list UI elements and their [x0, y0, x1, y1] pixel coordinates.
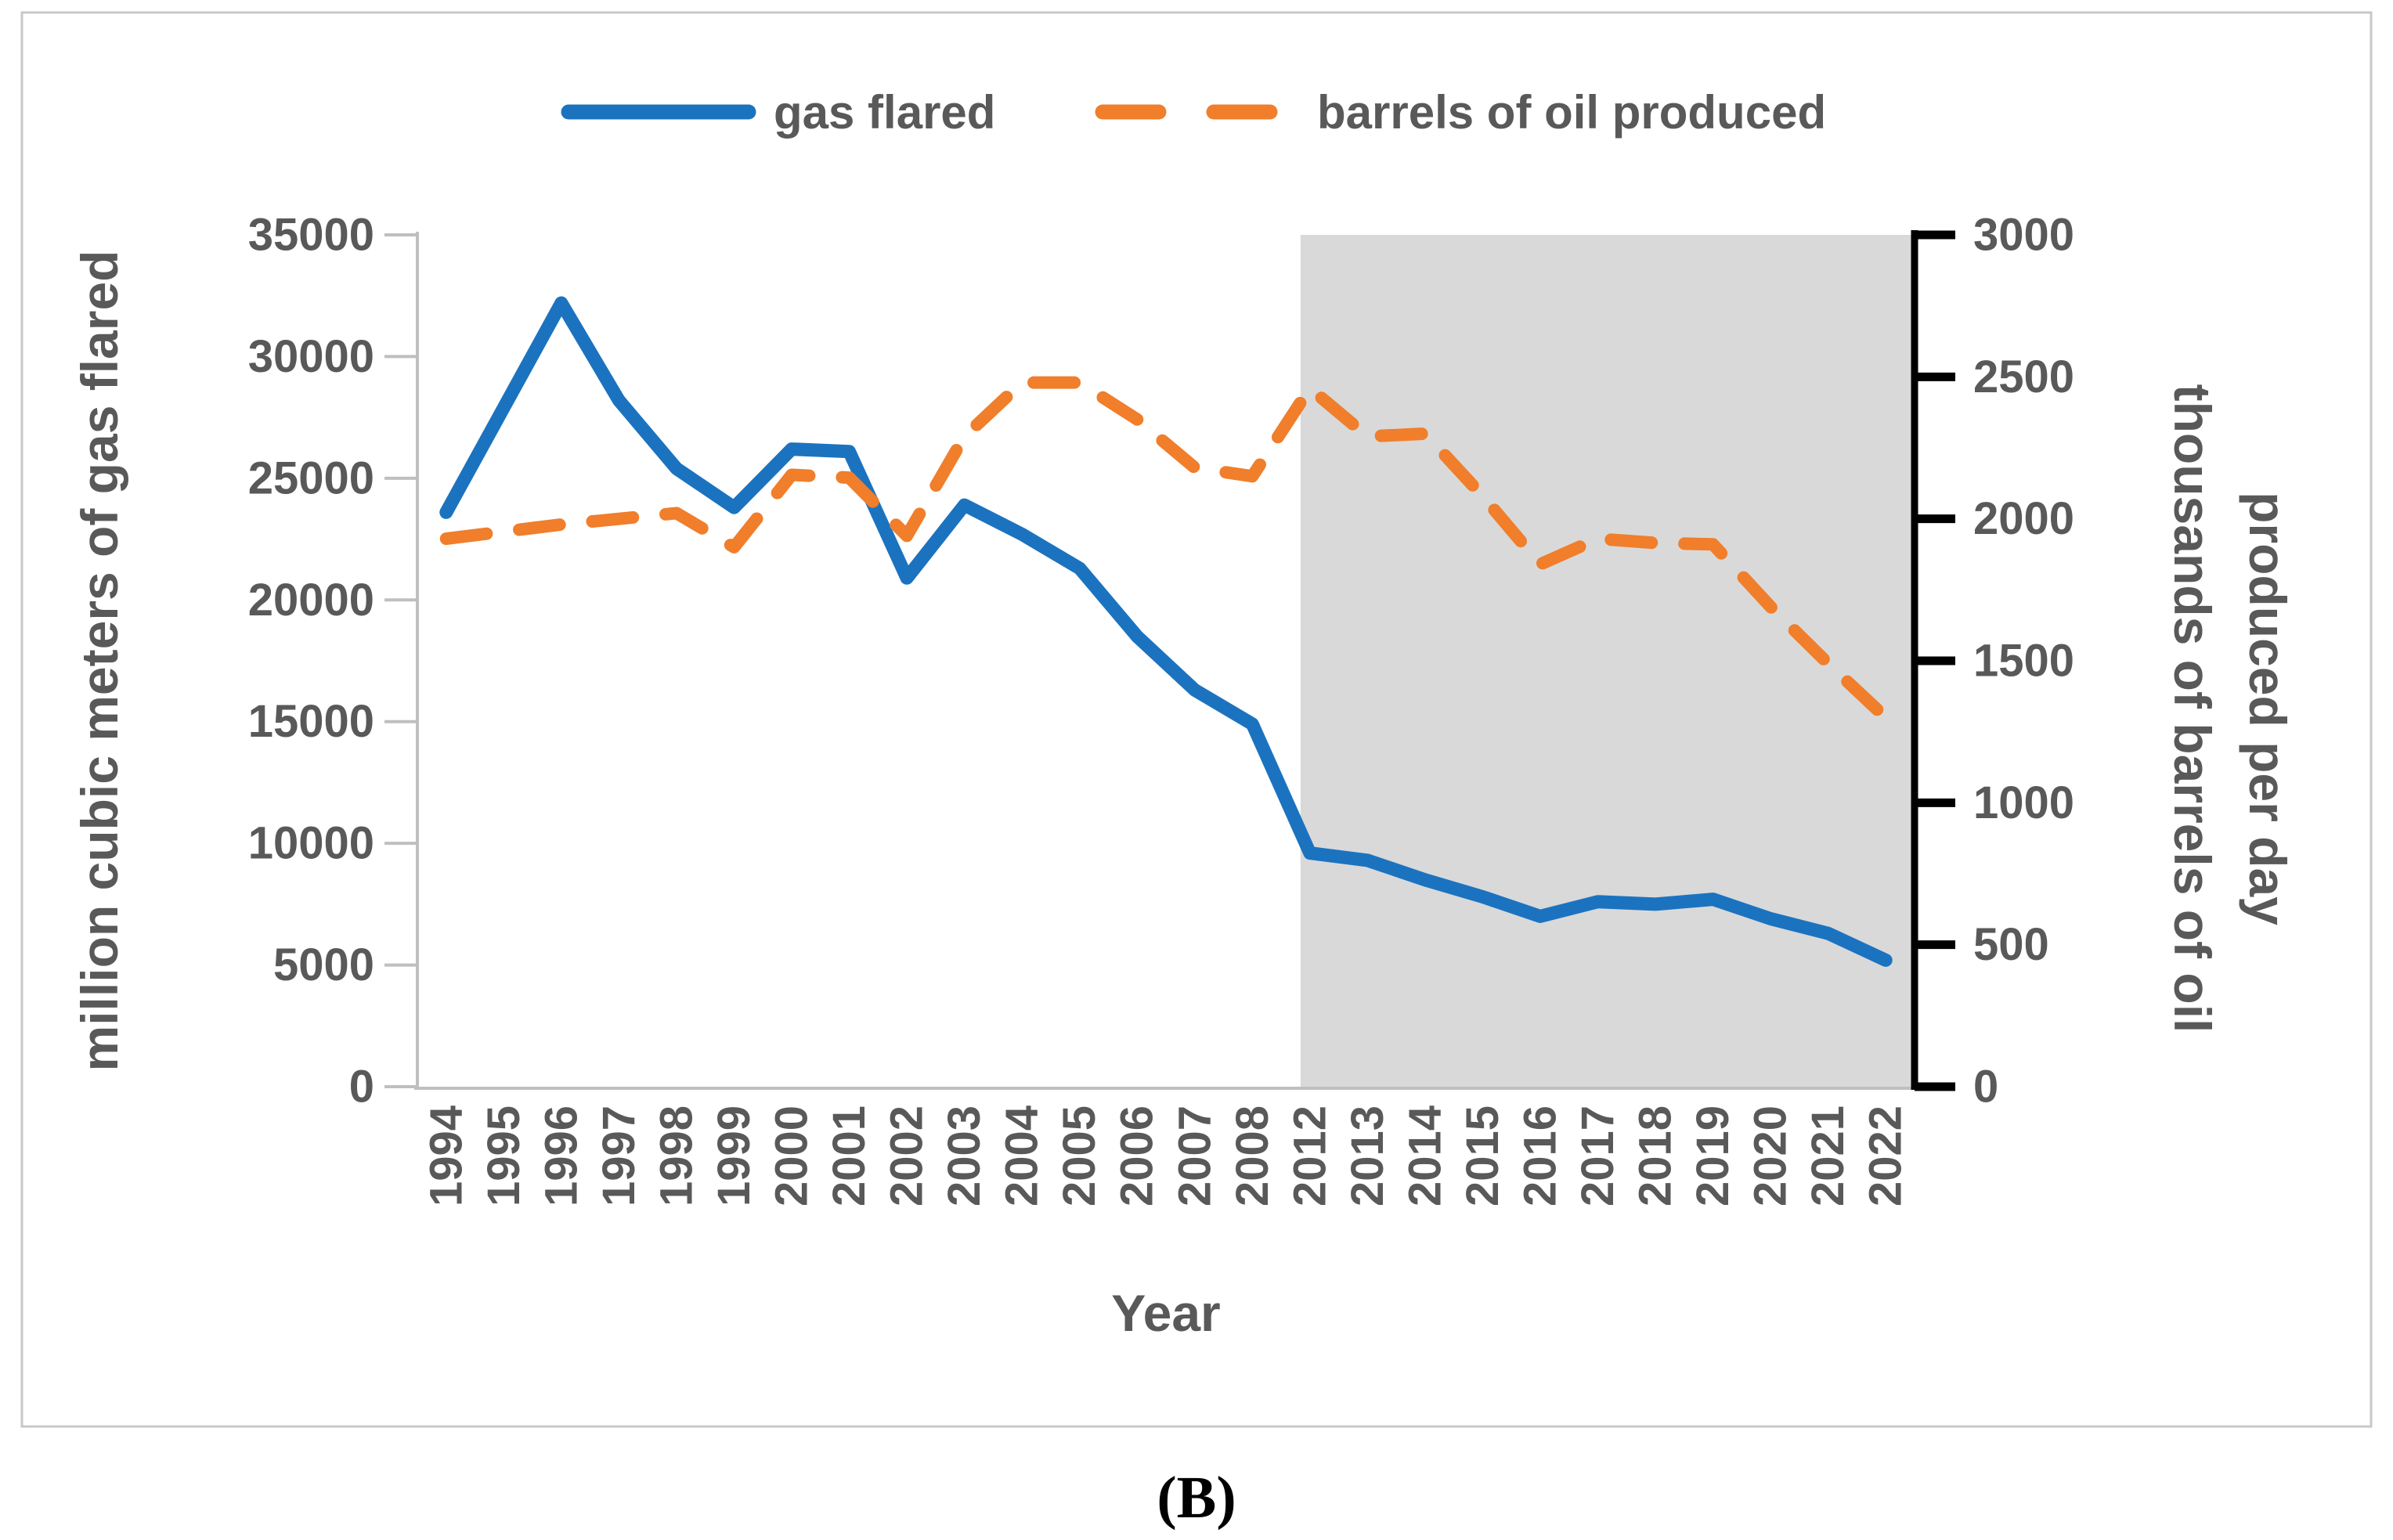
left-axis-tick-label: 30000: [248, 331, 374, 382]
right-axis-tick-label: 2000: [1973, 493, 2074, 544]
oil-produced-line: [439, 376, 1893, 724]
x-axis-year-label: 2021: [1803, 1105, 1853, 1206]
x-axis-year-label: 2016: [1515, 1105, 1566, 1206]
left-axis-tick-label: 5000: [273, 940, 374, 990]
x-axis-year-label: 2018: [1630, 1105, 1681, 1206]
x-axis-year-label: 2000: [767, 1105, 818, 1206]
x-axis-year-label: 2019: [1687, 1105, 1738, 1206]
legend-gas-flared-label: gas flared: [774, 86, 995, 139]
left-axis-tick-label: 25000: [248, 453, 374, 503]
figure-caption: (B): [1157, 1465, 1236, 1531]
left-axis-tick-label: 10000: [248, 818, 374, 869]
right-axis-tick-label: 1000: [1973, 777, 2074, 828]
right-axis-tick-label: 0: [1973, 1062, 1998, 1113]
legend: gas flared barrels of oil produced: [561, 86, 1826, 139]
x-axis-year-label: 1995: [478, 1105, 529, 1206]
x-axis-year-label: 1994: [420, 1105, 471, 1206]
x-axis-year-label: 1999: [709, 1105, 760, 1206]
x-axis-year-label: 2007: [1169, 1105, 1220, 1206]
x-axis-title: Year: [1111, 1284, 1220, 1342]
left-axis-tick-label: 35000: [248, 210, 374, 261]
plot-area: 3500030000250002000015000100005000030002…: [248, 210, 2074, 1207]
x-axis-year-label: 2012: [1284, 1105, 1335, 1206]
panel-border: [20, 11, 2373, 1428]
left-axis-tick-label: 0: [349, 1062, 374, 1113]
legend-oil-produced-label: barrels of oil produced: [1317, 86, 1826, 139]
x-axis-year-label: 2022: [1861, 1105, 1911, 1206]
right-axis-tick-label: 2500: [1973, 352, 2074, 402]
x-axis-year-label: 2020: [1745, 1105, 1796, 1206]
x-axis-year-label: 2001: [824, 1105, 875, 1206]
x-axis-year-label: 2006: [1112, 1105, 1163, 1206]
highlight-band: [1300, 235, 1915, 1087]
x-axis-year-label: 2004: [997, 1105, 1048, 1206]
left-axis-tick-label: 15000: [248, 696, 374, 747]
right-axis-title-line2: produced per day: [2239, 492, 2297, 925]
x-axis-year-label: 1998: [651, 1105, 702, 1206]
x-axis-year-label: 2005: [1054, 1105, 1105, 1206]
right-axis-tick-label: 3000: [1973, 210, 2074, 261]
x-axis-year-label: 2014: [1399, 1105, 1450, 1206]
x-axis-year-label: 2003: [939, 1105, 990, 1206]
x-axis-year-label: 2017: [1572, 1105, 1623, 1206]
x-axis-year-label: 2008: [1227, 1105, 1278, 1206]
x-axis-year-label: 2002: [882, 1105, 933, 1206]
left-axis-tick-label: 20000: [248, 575, 374, 626]
x-axis-year-label: 1997: [594, 1105, 644, 1206]
x-axis-year-label: 2015: [1457, 1105, 1508, 1206]
right-axis-title-line1: thousands of barrels of oil: [2164, 384, 2222, 1033]
left-axis-title: million cubic meters of gas flared: [70, 251, 128, 1072]
gas-flared-line: [439, 296, 1893, 967]
right-axis-tick-label: 1500: [1973, 636, 2074, 687]
x-axis-year-label: 1996: [536, 1105, 587, 1206]
right-axis-tick-label: 500: [1973, 919, 2049, 970]
x-axis-year-label: 2013: [1342, 1105, 1393, 1206]
